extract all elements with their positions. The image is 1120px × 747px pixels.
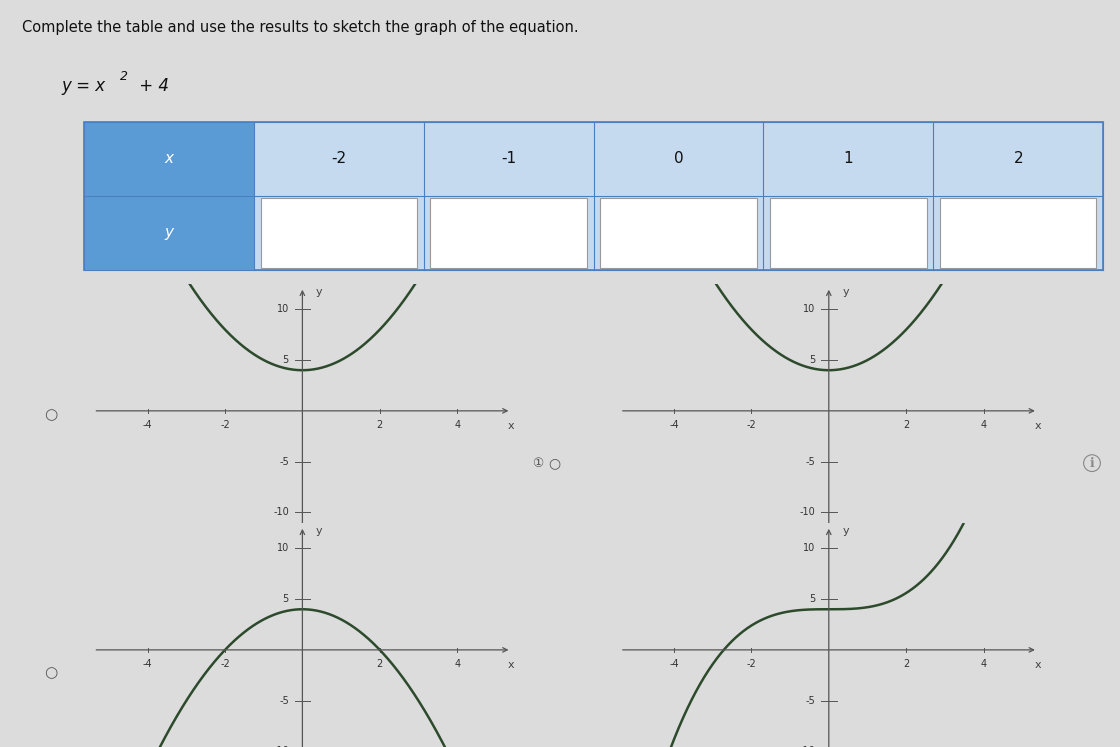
- Text: -1: -1: [501, 152, 516, 167]
- Text: ①: ①: [532, 456, 543, 470]
- Text: 2: 2: [1014, 152, 1023, 167]
- Text: 4: 4: [454, 420, 460, 430]
- Text: -5: -5: [805, 456, 815, 467]
- Text: 2: 2: [376, 659, 383, 669]
- Text: ○: ○: [549, 456, 560, 470]
- Text: -4: -4: [143, 420, 152, 430]
- Text: -5: -5: [279, 456, 289, 467]
- Text: ○: ○: [44, 407, 57, 422]
- Text: y: y: [316, 287, 323, 297]
- Text: y: y: [165, 226, 174, 241]
- Bar: [84, 122, 1103, 270]
- Text: x: x: [1035, 660, 1042, 670]
- Text: y = x: y = x: [62, 77, 105, 95]
- Text: 2: 2: [903, 420, 909, 430]
- Bar: [600, 197, 757, 268]
- Text: 10: 10: [803, 304, 815, 314]
- Text: 4: 4: [980, 659, 987, 669]
- Text: Complete the table and use the results to sketch the graph of the equation.: Complete the table and use the results t…: [22, 20, 579, 35]
- Text: 4: 4: [454, 659, 460, 669]
- Text: 4: 4: [980, 420, 987, 430]
- Text: -5: -5: [805, 695, 815, 706]
- Text: y: y: [842, 287, 849, 297]
- Text: 5: 5: [809, 355, 815, 365]
- Text: 10: 10: [803, 543, 815, 554]
- Text: x: x: [508, 421, 515, 431]
- Bar: [430, 197, 587, 268]
- Bar: [771, 197, 926, 268]
- Text: + 4: + 4: [134, 77, 169, 95]
- Text: -2: -2: [332, 152, 346, 167]
- Text: x: x: [1035, 421, 1042, 431]
- Text: 5: 5: [809, 594, 815, 604]
- Text: -5: -5: [279, 695, 289, 706]
- Text: -10: -10: [273, 507, 289, 518]
- Text: -2: -2: [221, 659, 230, 669]
- Text: -10: -10: [800, 507, 815, 518]
- Text: -2: -2: [221, 420, 230, 430]
- Text: 2: 2: [120, 69, 128, 83]
- Text: -4: -4: [670, 420, 679, 430]
- Text: -4: -4: [143, 659, 152, 669]
- Text: x: x: [508, 660, 515, 670]
- Text: ○: ○: [44, 665, 57, 680]
- Text: -4: -4: [670, 659, 679, 669]
- Text: 10: 10: [277, 304, 289, 314]
- Text: ℹ: ℹ: [1090, 456, 1094, 470]
- Text: -2: -2: [747, 659, 756, 669]
- Text: 2: 2: [376, 420, 383, 430]
- Bar: [84, 196, 254, 270]
- Bar: [261, 197, 417, 268]
- Text: 0: 0: [674, 152, 683, 167]
- Text: -2: -2: [747, 420, 756, 430]
- Text: 10: 10: [277, 543, 289, 554]
- Text: 2: 2: [903, 659, 909, 669]
- Text: x: x: [165, 152, 174, 167]
- Bar: [84, 122, 254, 196]
- Bar: [940, 197, 1096, 268]
- Text: 5: 5: [282, 594, 289, 604]
- Text: 1: 1: [843, 152, 853, 167]
- Text: y: y: [316, 526, 323, 536]
- Text: y: y: [842, 526, 849, 536]
- Text: 5: 5: [282, 355, 289, 365]
